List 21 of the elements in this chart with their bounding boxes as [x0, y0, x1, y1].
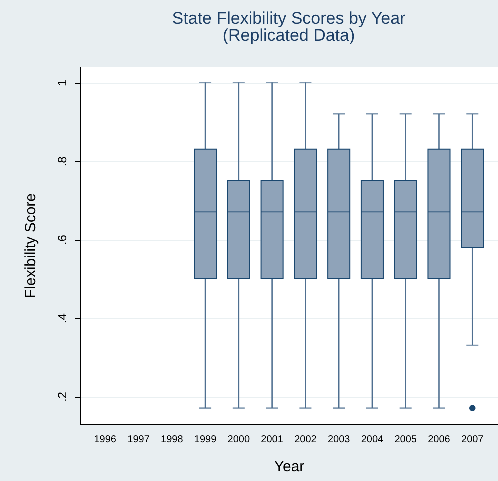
chart-subtitle: (Replicated Data) — [222, 26, 356, 45]
y-tick-label: .4 — [56, 313, 70, 324]
x-tick-label: 2003 — [328, 434, 351, 446]
x-tick-label: 2006 — [428, 434, 451, 446]
x-tick-label: 2007 — [462, 434, 484, 446]
x-tick-label: 1996 — [94, 434, 117, 446]
x-tick-label: 1999 — [194, 434, 218, 446]
y-tick-label: .6 — [56, 234, 70, 246]
x-tick-label: 2002 — [294, 434, 318, 446]
x-tick-label: 2005 — [394, 434, 418, 446]
y-axis-title: Flexibility Score — [22, 193, 40, 299]
chart-title: State Flexibility Scores by Year — [172, 9, 406, 28]
x-tick-label: 2001 — [261, 434, 284, 446]
x-tick-label: 2000 — [228, 434, 250, 446]
y-tick-label: .2 — [56, 392, 70, 402]
x-tick-label: 2004 — [361, 434, 384, 446]
y-tick-label: 1 — [56, 80, 70, 87]
x-tick-label: 1998 — [161, 434, 184, 446]
x-tick-label: 1997 — [128, 434, 150, 446]
y-tick-label: .8 — [56, 156, 70, 167]
x-axis-title: Year — [274, 458, 305, 476]
